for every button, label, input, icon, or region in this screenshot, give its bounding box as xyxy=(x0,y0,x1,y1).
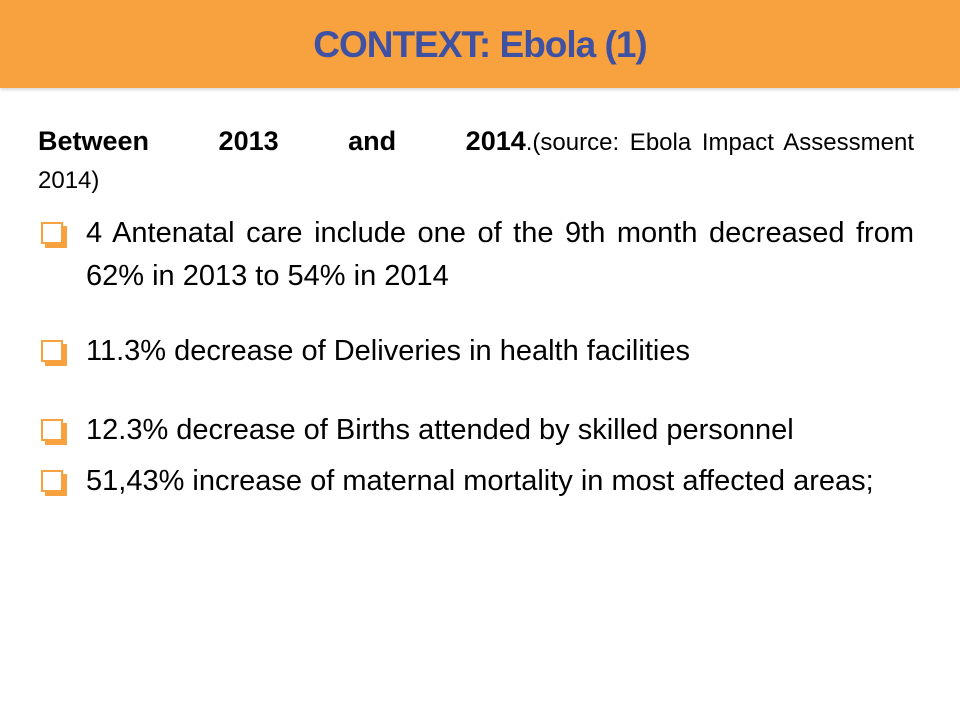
bullet-list: 4 Antenatal care include one of the 9th … xyxy=(38,212,914,503)
checkbox-bullet-icon xyxy=(41,222,63,244)
bullet-text: 11.3% decrease of Deliveries in health f… xyxy=(86,335,690,367)
checkbox-bullet-icon xyxy=(41,419,63,441)
checkbox-bullet-icon xyxy=(41,470,63,492)
checkbox-bullet-icon xyxy=(41,340,63,362)
list-item: 12.3% decrease of Births attended by ski… xyxy=(38,409,914,452)
title-bar xyxy=(0,0,960,88)
slide-content: Between 2013 and 2014.(source: Ebola Imp… xyxy=(38,122,914,503)
intro-paragraph: Between 2013 and 2014.(source: Ebola Imp… xyxy=(38,122,914,200)
list-item: 51,43% increase of maternal mortality in… xyxy=(38,460,914,503)
intro-source: .(source: Ebola Impact Assessment 2014) xyxy=(38,129,914,194)
bullet-text: 12.3% decrease of Births attended by ski… xyxy=(86,414,794,446)
bullet-text: 51,43% increase of maternal mortality in… xyxy=(86,465,874,497)
list-item: 11.3% decrease of Deliveries in health f… xyxy=(38,330,914,373)
intro-lead: Between 2013 and 2014 xyxy=(38,126,526,156)
bullet-text: 4 Antenatal care include one of the 9th … xyxy=(86,217,914,292)
slide-title: CONTEXT: Ebola (1) xyxy=(313,24,648,65)
list-item: 4 Antenatal care include one of the 9th … xyxy=(38,212,914,298)
